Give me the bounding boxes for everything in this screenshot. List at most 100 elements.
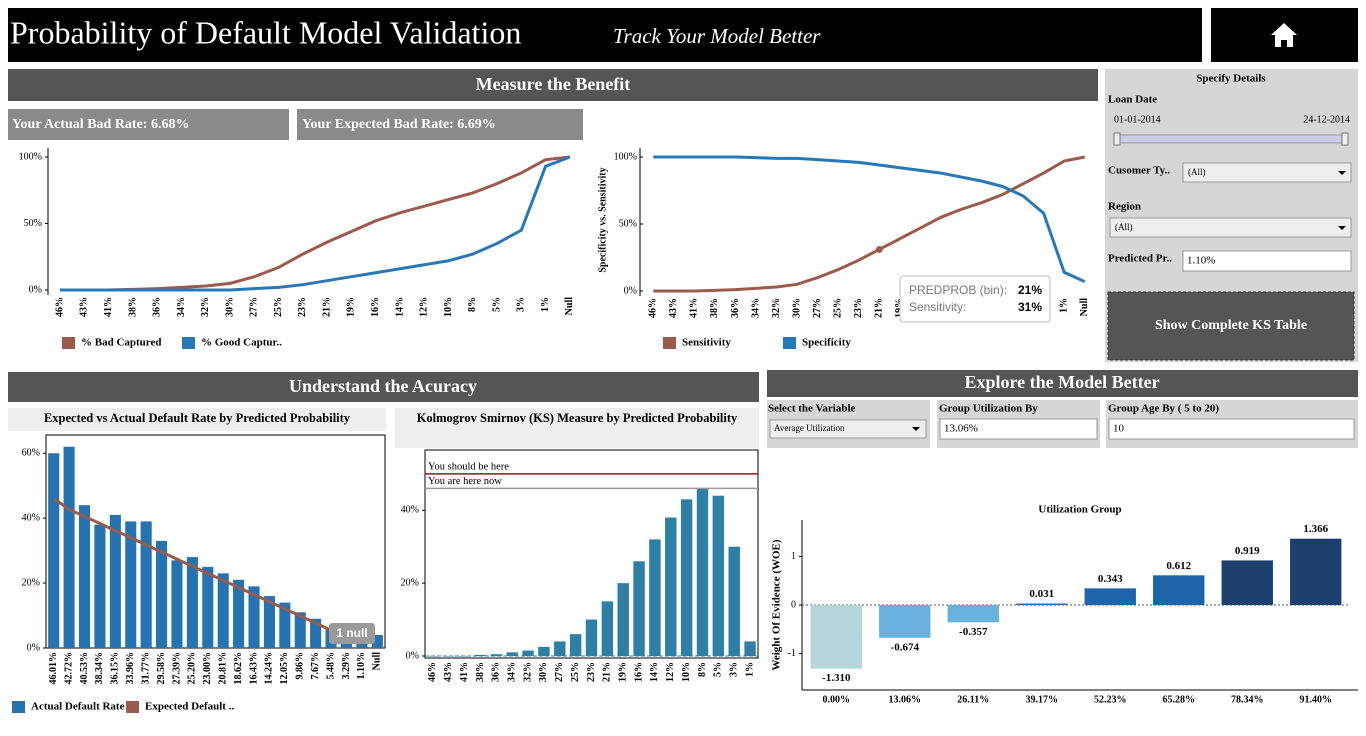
x-tick-label: 23%: [297, 297, 308, 317]
text-input[interactable]: [939, 418, 1098, 440]
bar: [506, 652, 518, 656]
text-input[interactable]: [1182, 250, 1352, 272]
bar: [569, 634, 582, 656]
text-input[interactable]: [1108, 418, 1355, 440]
slider-handle[interactable]: [1341, 132, 1349, 146]
legend-swatch: [12, 701, 25, 713]
x-tick-label: 5%: [491, 297, 502, 312]
x-tick-label: 12.05%: [279, 652, 290, 685]
y-tick-label: 0%: [406, 650, 419, 661]
x-tick-label: 30%: [538, 662, 549, 682]
y-tick-label: -1: [788, 648, 796, 659]
x-tick-label: 32%: [200, 297, 211, 317]
filter-label: Region: [1108, 201, 1141, 213]
x-tick-label: 43%: [668, 298, 679, 318]
bar: [1016, 603, 1068, 606]
x-tick-label: 42.72%: [63, 652, 74, 685]
dropdown[interactable]: [769, 419, 927, 439]
x-tick-label: 14.24%: [264, 652, 275, 685]
bar: [217, 573, 229, 648]
x-tick-label: 9.86%: [295, 652, 306, 680]
control-label: Group Utilization By: [939, 403, 1038, 415]
filter-label: Cusomer Ty..: [1108, 165, 1170, 177]
y-tick-label: 100%: [19, 151, 42, 162]
x-tick-label: 34%: [750, 298, 761, 318]
tooltip: [899, 275, 1051, 323]
x-tick-label: 43%: [79, 297, 90, 317]
page-title: Probability of Default Model Validation: [10, 14, 521, 50]
x-tick-label: 14%: [394, 297, 405, 317]
y-tick-label: 40%: [401, 505, 419, 516]
x-tick-label: 3%: [729, 662, 740, 677]
x-tick-label: 46.01%: [48, 652, 59, 685]
legend-label: % Good Captur..: [201, 337, 282, 349]
legend-swatch: [62, 337, 75, 349]
x-tick-label: 16.43%: [248, 652, 259, 685]
slider-handle[interactable]: [1113, 132, 1121, 146]
home-icon[interactable]: [1271, 23, 1297, 47]
bar: [947, 605, 999, 623]
chart-title-holder: Kolmogrov Smirnov (KS) Measure by Predic…: [416, 411, 738, 425]
section-title: Explore the Model Better: [964, 372, 1159, 392]
x-tick-label: 39.17%: [1026, 694, 1059, 705]
bar: [879, 605, 931, 638]
chart-title: Kolmogrov Smirnov (KS) Measure by Predic…: [416, 411, 738, 425]
x-tick-label: 19%: [618, 662, 629, 682]
x-tick-label: 27%: [249, 297, 260, 317]
filter-label: Loan Date: [1108, 94, 1157, 106]
legend-swatch: [126, 701, 139, 713]
bar: [554, 641, 566, 656]
input-value: 10: [1113, 423, 1125, 435]
x-tick-label: Null: [564, 297, 575, 316]
chart-title-holder: Expected vs Actual Default Rate by Predi…: [44, 411, 350, 425]
ks-table-button[interactable]: [1107, 291, 1355, 361]
legend-label: Expected Default ..: [145, 701, 234, 713]
highlight-point: [875, 245, 883, 253]
x-tick-label: 3.29%: [341, 652, 352, 680]
dropdown-arrow: [1338, 226, 1346, 230]
bar: [522, 650, 534, 656]
legend-swatch: [182, 337, 195, 349]
chart-title: Utilization Group: [1038, 504, 1121, 516]
bar: [63, 446, 75, 648]
x-tick-label: 30%: [791, 298, 802, 318]
bar: [202, 566, 214, 648]
y-axis-label: Specificity vs. Sensitivity: [597, 167, 608, 272]
x-tick-label: 23%: [586, 662, 597, 682]
date-slider[interactable]: [1116, 134, 1348, 144]
legend-label: Specificity: [802, 337, 851, 349]
x-tick-label: 18.62%: [233, 652, 244, 685]
header-bar: [8, 8, 1202, 62]
dropdown[interactable]: [1182, 162, 1352, 183]
x-tick-label: 21%: [602, 662, 613, 682]
legend-label: Actual Default Rate: [31, 701, 125, 713]
x-tick-label: 16%: [633, 662, 644, 682]
bar: [186, 557, 198, 648]
series-line: [52, 497, 363, 646]
series-line: [653, 155, 1086, 293]
x-tick-label: 26.11%: [957, 694, 989, 705]
x-tick-label: 25.20%: [187, 652, 198, 685]
y-tick-label: 20%: [22, 577, 40, 588]
x-tick-label: 30%: [224, 297, 235, 317]
date-end: 24-12-2014: [1303, 114, 1350, 125]
bar: [78, 505, 91, 648]
x-tick-label: 8%: [697, 662, 708, 677]
y-tick-label: 50%: [619, 218, 637, 229]
bar: [712, 495, 725, 656]
bar: [696, 488, 709, 656]
value-label: 0.612: [1166, 560, 1191, 572]
x-tick-label: 32%: [771, 298, 782, 318]
annotation-box: [329, 623, 375, 644]
x-tick-label: 12%: [419, 297, 430, 317]
dropdown[interactable]: [1109, 217, 1352, 238]
x-tick-label: 52.23%: [1094, 694, 1127, 705]
y-tick-label: 40%: [22, 512, 40, 523]
button-label: Show Complete KS Table: [1155, 318, 1307, 333]
section-bar: [8, 372, 759, 402]
value-label: -0.674: [891, 641, 920, 653]
x-tick-label: 7.67%: [310, 652, 321, 680]
x-tick-label: Null: [372, 652, 383, 671]
bar: [94, 524, 106, 648]
x-tick-label: 10%: [681, 662, 692, 682]
